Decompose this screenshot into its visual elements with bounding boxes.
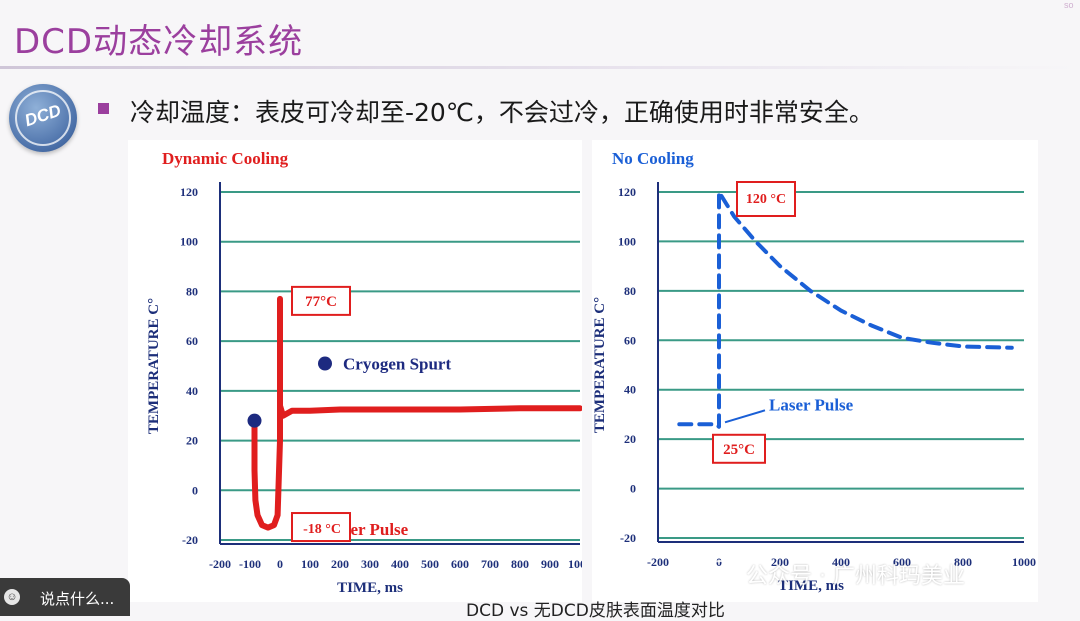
annotation-minus18c: -18 °C: [303, 522, 341, 537]
y-tick-label: 100: [180, 235, 198, 249]
y-tick-label: 20: [186, 434, 198, 448]
x-tick-label: 300: [361, 557, 379, 571]
dynamic-cooling-chart-panel: Dynamic Cooling 120 100 80 60 40 20 0 -20 -200 -10…: [128, 140, 592, 602]
dcd-logo: DCD: [9, 84, 77, 152]
cryogen-spurt-marker: [247, 413, 262, 428]
slide-title: DCD动态冷却系统: [14, 22, 304, 62]
x-tick-label: 200: [771, 555, 789, 569]
laser-pulse-label: Laser Pulse: [769, 395, 854, 414]
y-tick-label: 60: [624, 333, 636, 347]
annotation-77c: 77°C: [305, 294, 337, 310]
annotation-box: [712, 433, 766, 464]
watermark-text: 公众号 · 广州科玛美业: [746, 564, 965, 589]
y-axis-label: TEMPERATURE C°: [146, 298, 162, 434]
y-axis-label: TEMPERATURE C°: [592, 297, 608, 433]
series-line: [677, 190, 1014, 429]
x-tick-label: 1000: [568, 557, 582, 571]
x-tick-label: 0: [277, 557, 283, 571]
y-tick-label: 0: [630, 482, 636, 496]
x-tick-label: 500: [421, 557, 439, 571]
y-tick-label: 60: [186, 334, 198, 348]
chart-title: No Cooling: [612, 149, 694, 168]
annotation-25c: 25°C: [723, 442, 755, 458]
comment-placeholder: 说点什么...: [40, 590, 115, 608]
x-tick-label: 600: [893, 555, 911, 569]
x-tick-label: 700: [481, 557, 499, 571]
comment-input[interactable]: ☺ 说点什么...: [0, 578, 130, 616]
x-tick-label: 400: [391, 557, 409, 571]
x-tick-label: 800: [954, 555, 972, 569]
chart-title: Dynamic Cooling: [162, 149, 289, 168]
annotation-box: [291, 512, 351, 543]
x-axis-label: TIME, ms: [778, 578, 844, 594]
y-tick-label: 20: [624, 432, 636, 446]
title-divider: [0, 66, 1080, 69]
x-tick-label: -200: [209, 557, 231, 571]
bullet-square-icon: [98, 103, 109, 114]
y-tick-label: 80: [186, 284, 198, 298]
x-tick-label: 100: [301, 557, 319, 571]
smile-icon: ☺: [4, 589, 20, 605]
annotation-box: [291, 285, 351, 316]
y-tick-label: 120: [618, 185, 636, 199]
x-tick-label: 900: [541, 557, 559, 571]
y-tick-label: 40: [624, 383, 636, 397]
y-tick-label: 40: [186, 384, 198, 398]
x-tick-label: 200: [331, 557, 349, 571]
cryogen-spurt-label: Cryogen Spurt: [343, 355, 451, 374]
no-cooling-chart-panel: No Cooling 120 100 80 60 40 20 0 -20 -200 0 200 400 6…: [592, 140, 1038, 602]
x-tick-label: 1000: [1012, 555, 1036, 569]
annotation-box: [736, 181, 796, 217]
x-tick-label: -100: [239, 557, 261, 571]
y-tick-label: 80: [624, 284, 636, 298]
y-tick-label: -20: [182, 533, 198, 547]
corner-mark: so: [1064, 0, 1074, 10]
bullet-text: 冷却温度：表皮可冷却至-20℃，不会过冷，正确使用时非常安全。: [130, 98, 874, 127]
cryogen-spurt-legend-dot: [318, 356, 332, 371]
x-tick-label: -200: [647, 555, 669, 569]
y-tick-label: -20: [620, 531, 636, 545]
laser-pulse-leader: [724, 409, 766, 424]
x-tick-label: 600: [451, 557, 469, 571]
x-tick-label: 800: [511, 557, 529, 571]
slide-caption: DCD vs 无DCD皮肤表面温度对比: [466, 601, 725, 621]
y-tick-label: 100: [618, 234, 636, 248]
series-line: [251, 295, 583, 531]
x-axis-label: TIME, ms: [337, 580, 403, 596]
logo-ring: [15, 90, 71, 146]
y-tick-label: 120: [180, 185, 198, 199]
y-tick-label: 0: [192, 483, 198, 497]
x-tick-label: 400: [832, 555, 850, 569]
wechat-icon: [706, 560, 734, 588]
annotation-120c: 120 °C: [746, 192, 786, 207]
